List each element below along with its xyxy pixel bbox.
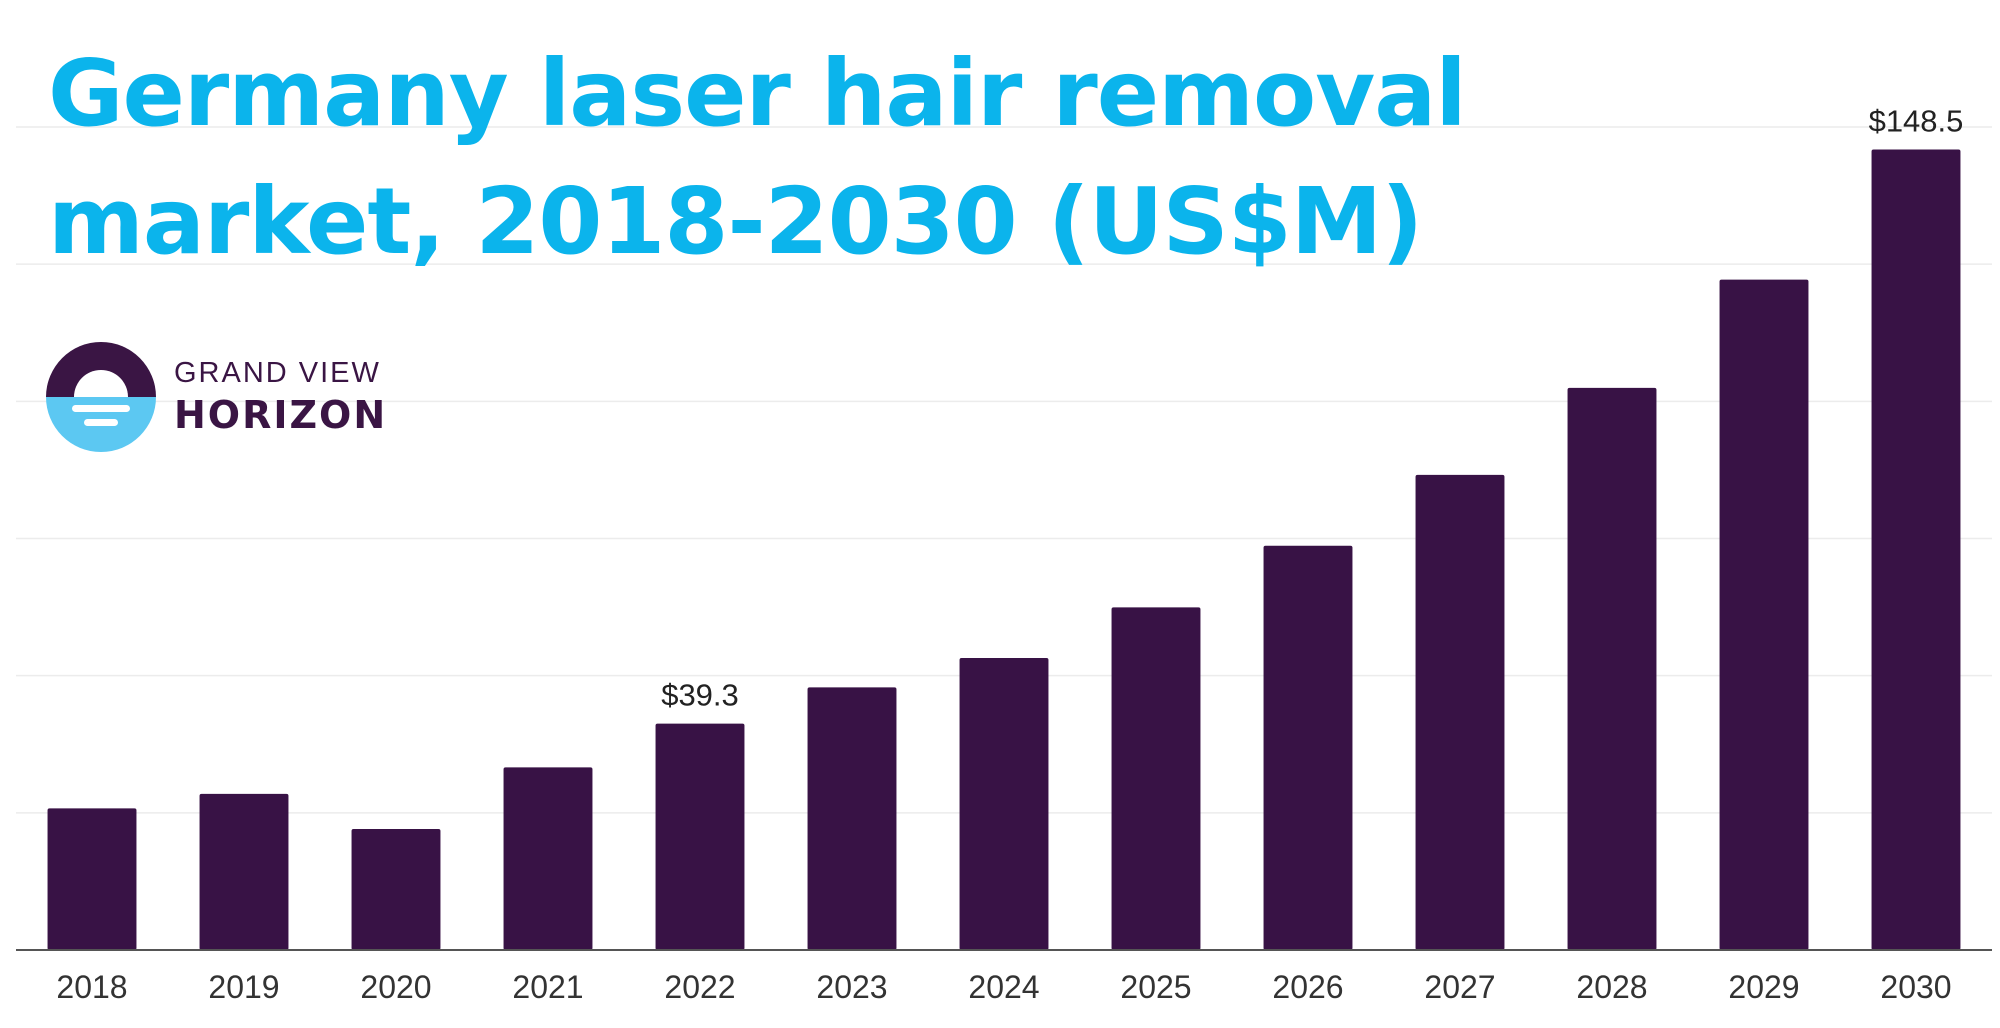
grand-view-horizon-logo: GRAND VIEW HORIZON [46,342,387,452]
chart-title: Germany laser hair removal market, 2018-… [48,40,1467,275]
tick-label-2022: 2022 [664,969,735,1005]
tick-label-2018: 2018 [56,969,127,1005]
tick-label-2027: 2027 [1424,969,1495,1005]
tick-label-2025: 2025 [1120,969,1191,1005]
bar-2030 [1871,149,1961,950]
tick-label-2020: 2020 [360,969,431,1005]
data-labels: $39.3 $148.5 [661,103,1963,712]
tick-label-2019: 2019 [208,969,279,1005]
bar-2020 [351,829,441,950]
tick-label-2021: 2021 [512,969,583,1005]
data-label-2030: $148.5 [1869,103,1964,138]
tick-label-2023: 2023 [816,969,887,1005]
bar-2019 [199,793,289,950]
tick-label-2028: 2028 [1576,969,1647,1005]
x-tick-labels: 2018 2019 2020 2021 2022 2023 2024 2025 2026 2027… [56,969,1951,1005]
brand-line-2: HORIZON [174,393,387,437]
tick-label-2024: 2024 [968,969,1039,1005]
bar-2024 [959,658,1049,950]
bar-2029 [1719,279,1809,950]
bar-2023 [807,687,897,950]
bar-2022 [655,723,745,950]
gridlines [16,126,1992,814]
bar-2025 [1111,607,1201,950]
data-label-2022: $39.3 [661,678,739,713]
tick-label-2029: 2029 [1728,969,1799,1005]
bar-2026 [1263,545,1353,950]
bar-2028 [1567,387,1657,950]
horizon-icon [46,342,156,452]
tick-label-2026: 2026 [1272,969,1343,1005]
bar-2021 [503,767,593,950]
bar-2027 [1415,474,1505,950]
bar-2018 [47,808,137,950]
bars [47,149,1961,950]
tick-label-2030: 2030 [1880,969,1951,1005]
brand-line-1: GRAND VIEW [174,357,381,389]
